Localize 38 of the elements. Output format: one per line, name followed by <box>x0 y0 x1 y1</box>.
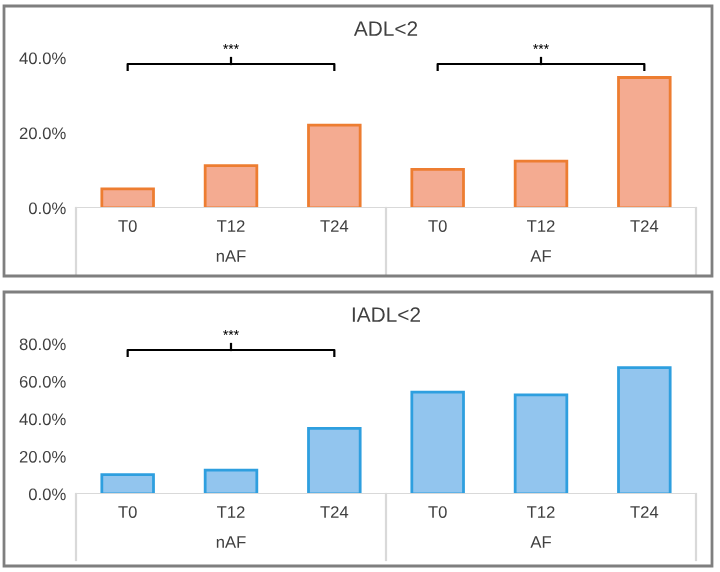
text: AF <box>530 536 551 548</box>
y-tick-label: 0.0% <box>28 202 66 215</box>
bar <box>307 426 362 494</box>
y-tick-label: 0.0% <box>28 488 66 501</box>
x-tick-label: T0 <box>118 220 137 232</box>
bar <box>513 159 569 208</box>
x-tick-label: T24 <box>630 506 659 518</box>
bar <box>410 167 465 208</box>
y-tick-label: 40.0% <box>19 413 66 426</box>
x-tick-label: T0 <box>428 506 447 518</box>
x-tick-label: T24 <box>320 220 349 232</box>
bar <box>513 393 569 494</box>
x-tick-label: T12 <box>217 506 245 518</box>
x-tick-label: T24 <box>320 506 349 518</box>
x-tick-label: T12 <box>527 220 555 232</box>
bar <box>617 76 672 208</box>
x-tick-label: T0 <box>118 506 137 518</box>
x-tick-label: T12 <box>527 506 555 518</box>
bar <box>100 187 155 208</box>
bar <box>203 468 259 494</box>
text: nAF <box>216 536 246 548</box>
y-tick-label: 40.0% <box>19 52 66 65</box>
bar <box>307 123 362 208</box>
bar <box>410 390 465 494</box>
chart-title: IADL<2 <box>352 307 420 322</box>
bar <box>203 164 259 208</box>
text: AF <box>530 250 551 262</box>
text: nAF <box>216 250 246 262</box>
chart-title: ADL<2 <box>353 21 418 36</box>
bar <box>617 366 672 494</box>
x-tick-label: T24 <box>630 220 659 232</box>
x-tick-label: T0 <box>428 220 447 232</box>
x-tick-label: T12 <box>217 220 245 232</box>
y-tick-label: 60.0% <box>19 375 66 388</box>
y-tick-label: 20.0% <box>19 450 66 463</box>
y-tick-label: 20.0% <box>19 127 66 140</box>
bar <box>100 473 155 494</box>
y-tick-label: 80.0% <box>19 338 66 351</box>
